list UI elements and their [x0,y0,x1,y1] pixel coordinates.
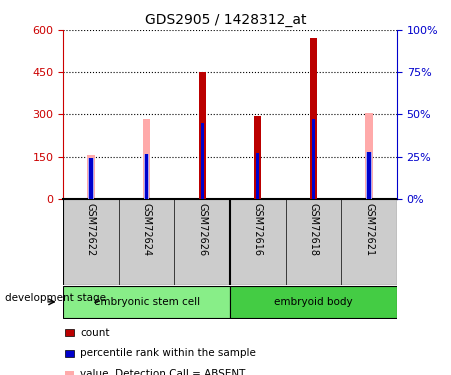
Text: GSM72624: GSM72624 [142,203,152,256]
Text: GSM72626: GSM72626 [197,203,207,256]
Bar [254,116,261,199]
Bar [143,118,151,199]
Text: GSM72621: GSM72621 [364,203,374,256]
Text: GSM72622: GSM72622 [86,203,96,256]
Text: embryonic stem cell: embryonic stem cell [93,297,200,307]
Text: GDS2905 / 1428312_at: GDS2905 / 1428312_at [145,13,306,27]
Bar [368,152,371,199]
Bar [88,158,94,199]
Bar [87,155,95,199]
Bar [145,154,148,199]
Bar [366,152,372,199]
Bar [201,123,204,199]
Bar [230,286,397,318]
Text: embryoid body: embryoid body [274,297,353,307]
Text: development stage: development stage [5,293,106,303]
Bar [199,72,206,199]
Text: count: count [80,328,110,338]
Bar [89,158,92,199]
Bar [63,286,230,318]
Text: GSM72616: GSM72616 [253,203,263,256]
Text: percentile rank within the sample: percentile rank within the sample [80,348,256,358]
Text: GSM72618: GSM72618 [308,203,318,256]
Bar [144,154,149,199]
Bar [312,118,315,199]
Bar [365,113,373,199]
Bar [256,153,259,199]
Bar [310,39,317,199]
Text: value, Detection Call = ABSENT: value, Detection Call = ABSENT [80,369,246,375]
